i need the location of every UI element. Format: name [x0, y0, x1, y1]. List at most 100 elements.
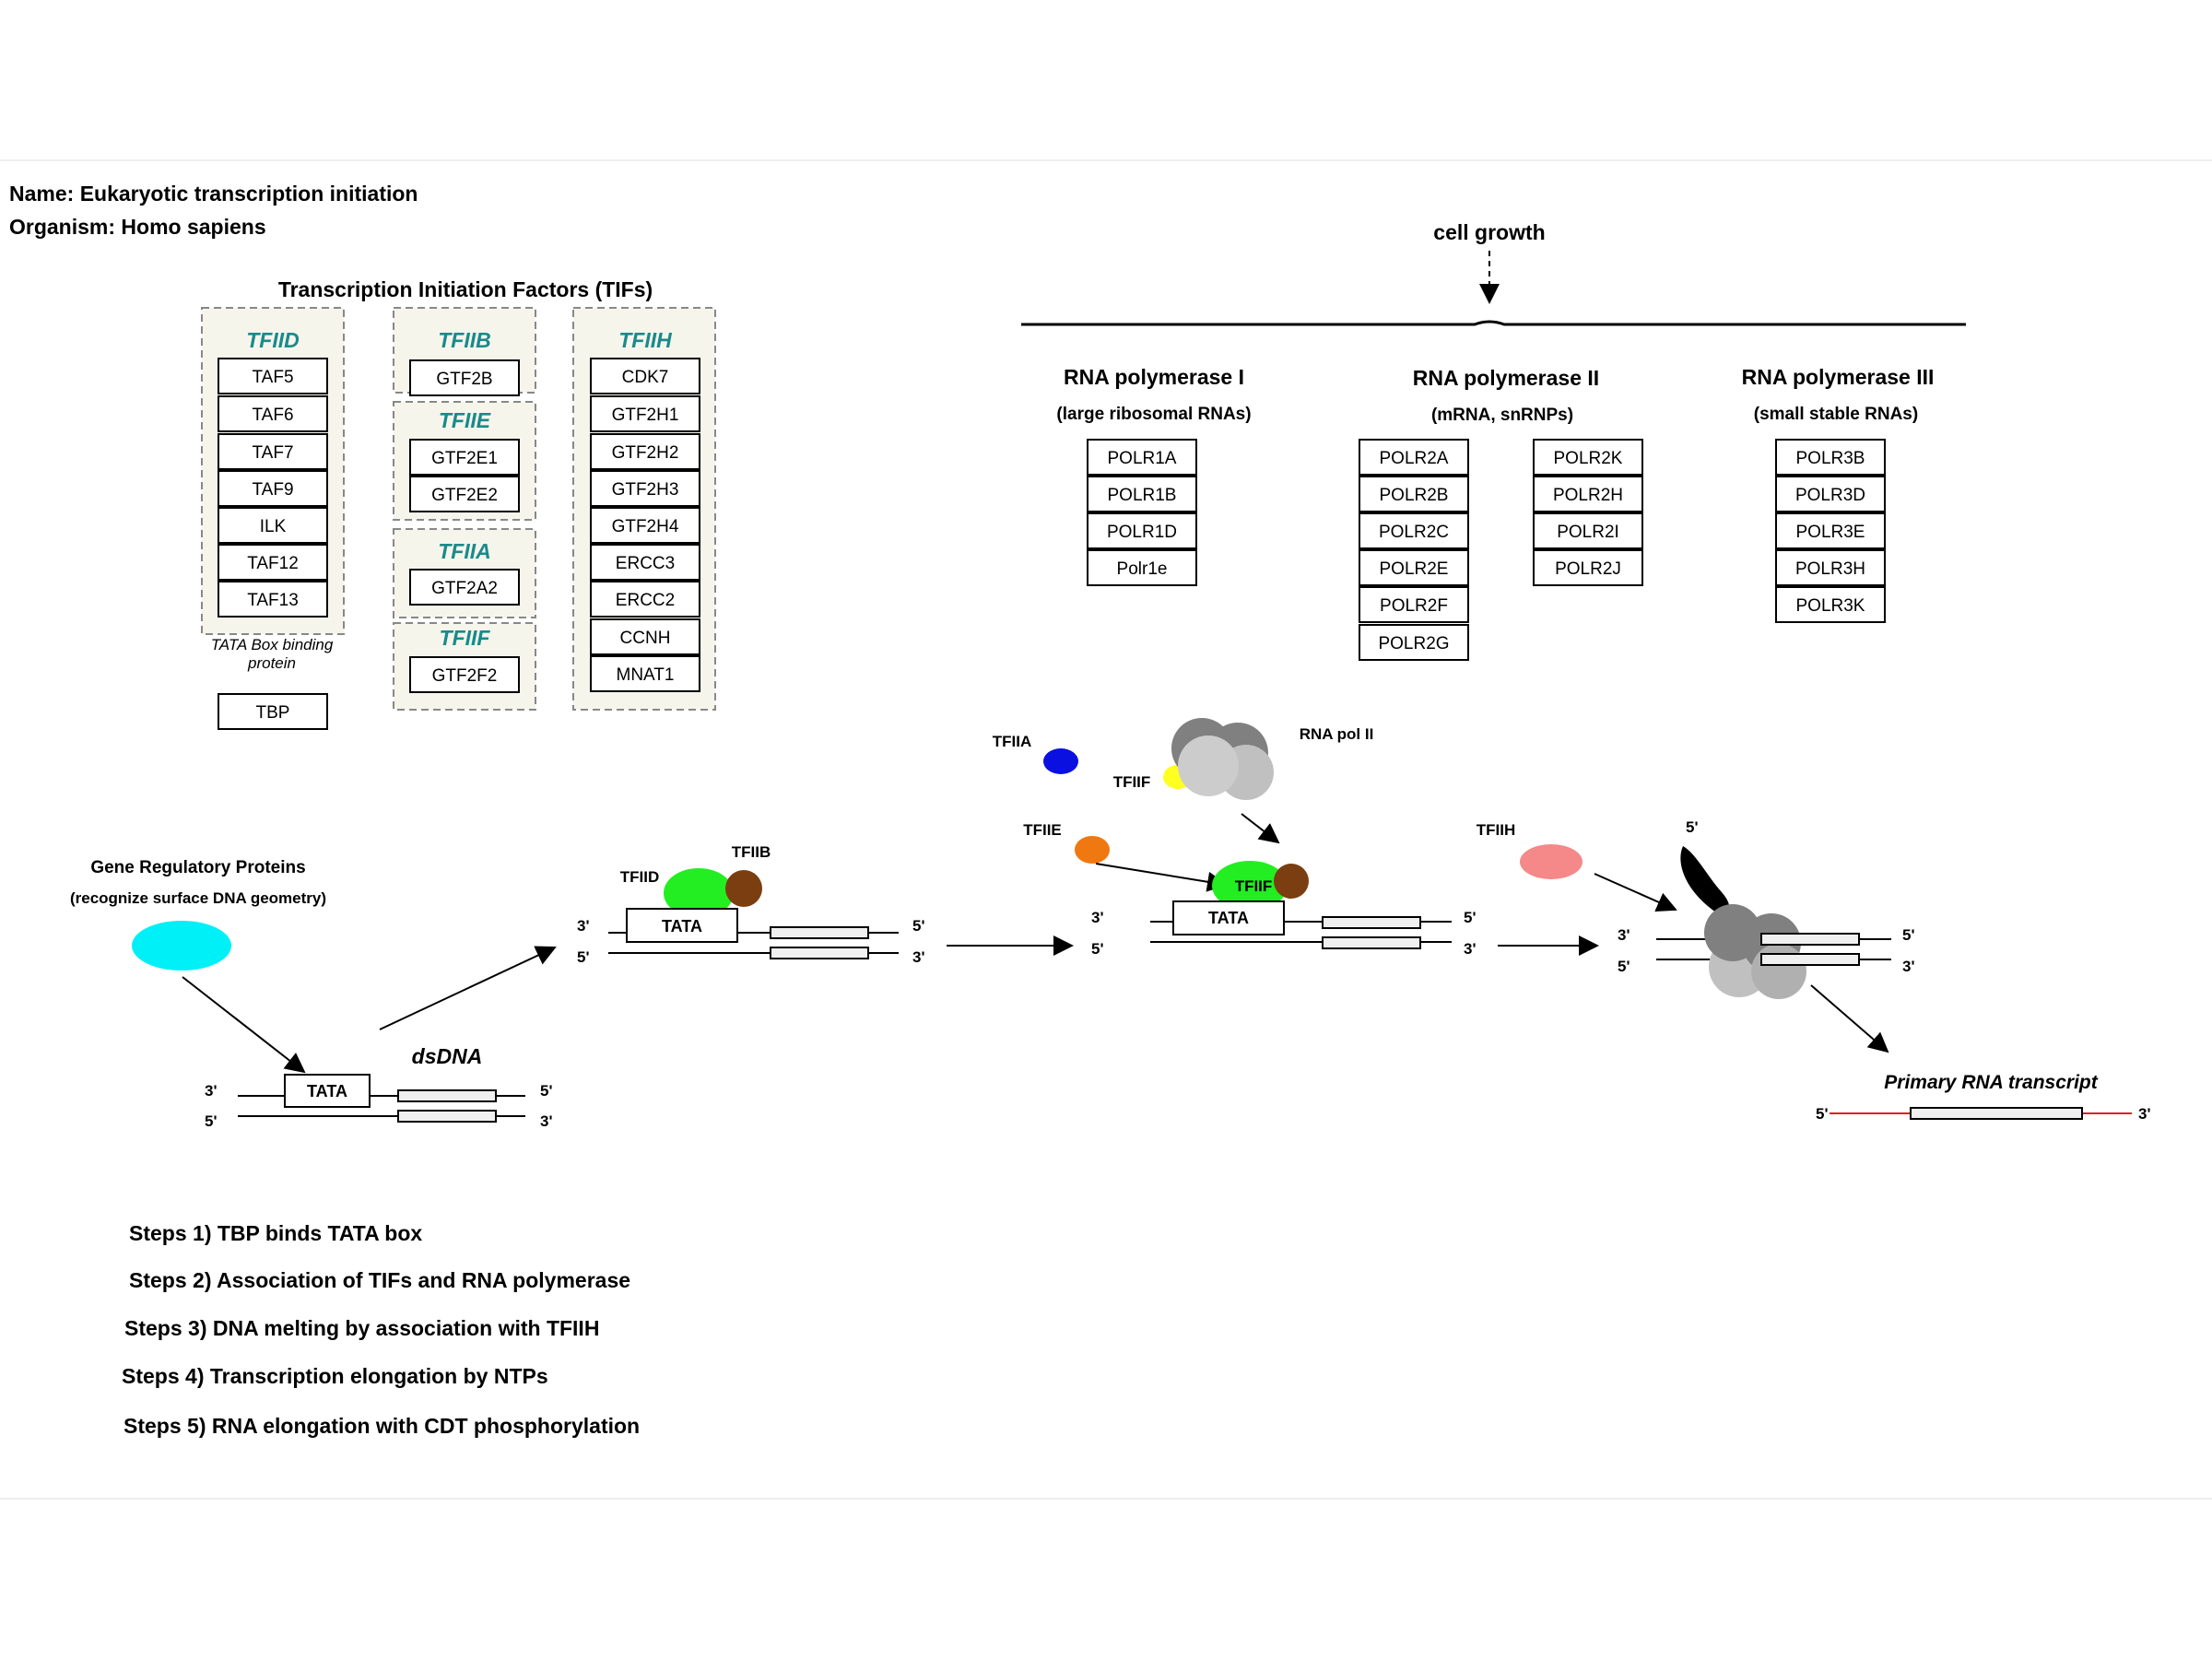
- pol3-subtitle: (small stable RNAs): [1754, 405, 1918, 424]
- pol2-gene-box[interactable]: POLR2F: [1359, 586, 1469, 623]
- gene-label: POLR1B: [1108, 486, 1177, 505]
- tfiih-gene-box[interactable]: GTF2H3: [590, 470, 700, 507]
- gene-label: POLR3K: [1796, 596, 1865, 616]
- tfiid-gene-box[interactable]: TAF5: [218, 358, 328, 394]
- tfiib-gene-box[interactable]: GTF2B: [409, 359, 520, 396]
- tata-binding-note: protein: [247, 654, 296, 672]
- pol2-gene-box[interactable]: POLR2J: [1533, 549, 1643, 586]
- tfiih-gene-box[interactable]: CCNH: [590, 618, 700, 655]
- pol3-gene-box[interactable]: POLR3B: [1775, 439, 1886, 476]
- pol2-gene-box[interactable]: POLR2K: [1533, 439, 1643, 476]
- transcript-region: [1910, 1107, 2083, 1120]
- tfiie-gene-box[interactable]: GTF2E1: [409, 439, 520, 476]
- tfiid-protein: [664, 868, 734, 918]
- gene-label: POLR3E: [1796, 523, 1865, 542]
- tfiid-gene-box[interactable]: TAF13: [218, 581, 328, 618]
- tfiih-gene-box[interactable]: MNAT1: [590, 655, 700, 692]
- rna-pol-ii-label: RNA pol II: [1300, 725, 1374, 743]
- tata-label: TATA: [307, 1082, 347, 1100]
- gene-region: [1322, 916, 1421, 929]
- pol2-gene-box[interactable]: POLR2E: [1359, 549, 1469, 586]
- tfiie-gene-box[interactable]: GTF2E2: [409, 476, 520, 512]
- end-label: 5': [912, 917, 925, 935]
- tfiih-gene-box[interactable]: ERCC2: [590, 581, 700, 618]
- tbp-gene-box[interactable]: TBP: [218, 693, 328, 730]
- pol2-gene-box[interactable]: POLR2I: [1533, 512, 1643, 549]
- gene-label: CDK7: [622, 368, 669, 387]
- pol3-gene-box[interactable]: POLR3E: [1775, 512, 1886, 549]
- tfiih-label: TFIIH: [618, 328, 672, 352]
- end-label: 3': [1091, 909, 1104, 926]
- tfiid-gene-box[interactable]: TAF9: [218, 470, 328, 507]
- gene-label: POLR2J: [1555, 559, 1621, 579]
- tfiia-gene-box[interactable]: GTF2A2: [409, 569, 520, 606]
- end-label: 5': [1091, 940, 1104, 958]
- tfiid-label: TFIID: [620, 868, 660, 886]
- tfiih-gene-box[interactable]: GTF2H4: [590, 507, 700, 544]
- tfiih-gene-box[interactable]: GTF2H2: [590, 433, 700, 470]
- gene-label: POLR2E: [1380, 559, 1449, 579]
- tfiib-label: TFIIB: [732, 843, 771, 861]
- tata-box[interactable]: TATA: [1172, 900, 1285, 935]
- tfiif-gene-box[interactable]: GTF2F2: [409, 656, 520, 693]
- tifs-title: Transcription Initiation Factors (TIFs): [278, 277, 653, 301]
- end-label: 5': [1618, 958, 1630, 975]
- rna-pol-ii-complex: [1171, 718, 1274, 800]
- gene-label: Polr1e: [1117, 559, 1168, 579]
- pol3-gene-box[interactable]: POLR3D: [1775, 476, 1886, 512]
- gene-label: POLR2B: [1380, 486, 1449, 505]
- gene-label: POLR3H: [1795, 559, 1865, 579]
- pol2-gene-box[interactable]: POLR2H: [1533, 476, 1643, 512]
- gene-label: GTF2B: [436, 370, 492, 389]
- pol3-title: RNA polymerase III: [1742, 365, 1935, 389]
- gene-label: POLR2I: [1557, 523, 1619, 542]
- end-label: 5': [540, 1082, 553, 1100]
- gene-label: TAF9: [252, 480, 293, 500]
- pol1-gene-box[interactable]: POLR1D: [1087, 512, 1197, 549]
- gene-label: GTF2E1: [431, 449, 498, 468]
- tata-label: TATA: [662, 917, 702, 935]
- tfiif-label: TFIIF: [1113, 773, 1151, 791]
- gene-label: POLR2C: [1379, 523, 1449, 542]
- pol2-gene-box[interactable]: POLR2A: [1359, 439, 1469, 476]
- tfiib-protein: [725, 870, 762, 907]
- gene-label: POLR2G: [1378, 634, 1449, 653]
- tfiih-gene-box[interactable]: GTF2H1: [590, 395, 700, 432]
- end-label: 5': [1464, 909, 1477, 926]
- step-text: Steps 1) TBP binds TATA box: [129, 1221, 422, 1245]
- gene-label: ERCC3: [616, 554, 675, 573]
- pol1-gene-box[interactable]: POLR1A: [1087, 439, 1197, 476]
- pol1-gene-box[interactable]: POLR1B: [1087, 476, 1197, 512]
- end-label: 5': [577, 948, 590, 966]
- tfiih-gene-box[interactable]: ERCC3: [590, 544, 700, 581]
- tfiia-label: TFIIA: [438, 539, 491, 563]
- tfiia-label: TFIIA: [993, 733, 1032, 750]
- tfiia-protein: [1043, 748, 1078, 774]
- tfiid-gene-box[interactable]: TAF7: [218, 433, 328, 470]
- tata-box[interactable]: TATA: [284, 1074, 371, 1108]
- gene-region: [770, 947, 869, 959]
- binding-arrow: [182, 976, 306, 1074]
- tfiid-gene-box[interactable]: TAF12: [218, 544, 328, 581]
- end-label: 3': [1902, 958, 1915, 975]
- pol2-gene-box[interactable]: POLR2B: [1359, 476, 1469, 512]
- pol1-gene-box[interactable]: Polr1e: [1087, 549, 1197, 586]
- tfiib-protein: [1274, 864, 1309, 899]
- gene-label: POLR1A: [1108, 449, 1177, 468]
- tfiih-gene-box[interactable]: CDK7: [590, 358, 700, 394]
- pol2-gene-box[interactable]: POLR2C: [1359, 512, 1469, 549]
- pol2-title: RNA polymerase II: [1413, 366, 1599, 390]
- tfiid-gene-box[interactable]: TAF6: [218, 395, 328, 432]
- tata-box[interactable]: TATA: [626, 908, 738, 943]
- tfiid-gene-box[interactable]: ILK: [218, 507, 328, 544]
- end-label: 3': [912, 948, 925, 966]
- step-text: Steps 3) DNA melting by association with…: [124, 1316, 599, 1340]
- dsdna-label: dsDNA: [412, 1044, 483, 1068]
- gene-region: [1322, 936, 1421, 949]
- end-label: 5': [205, 1112, 218, 1130]
- gene-label: POLR2F: [1380, 596, 1448, 616]
- pol3-gene-box[interactable]: POLR3K: [1775, 586, 1886, 623]
- pol2-gene-box[interactable]: POLR2G: [1359, 624, 1469, 661]
- pol3-gene-box[interactable]: POLR3H: [1775, 549, 1886, 586]
